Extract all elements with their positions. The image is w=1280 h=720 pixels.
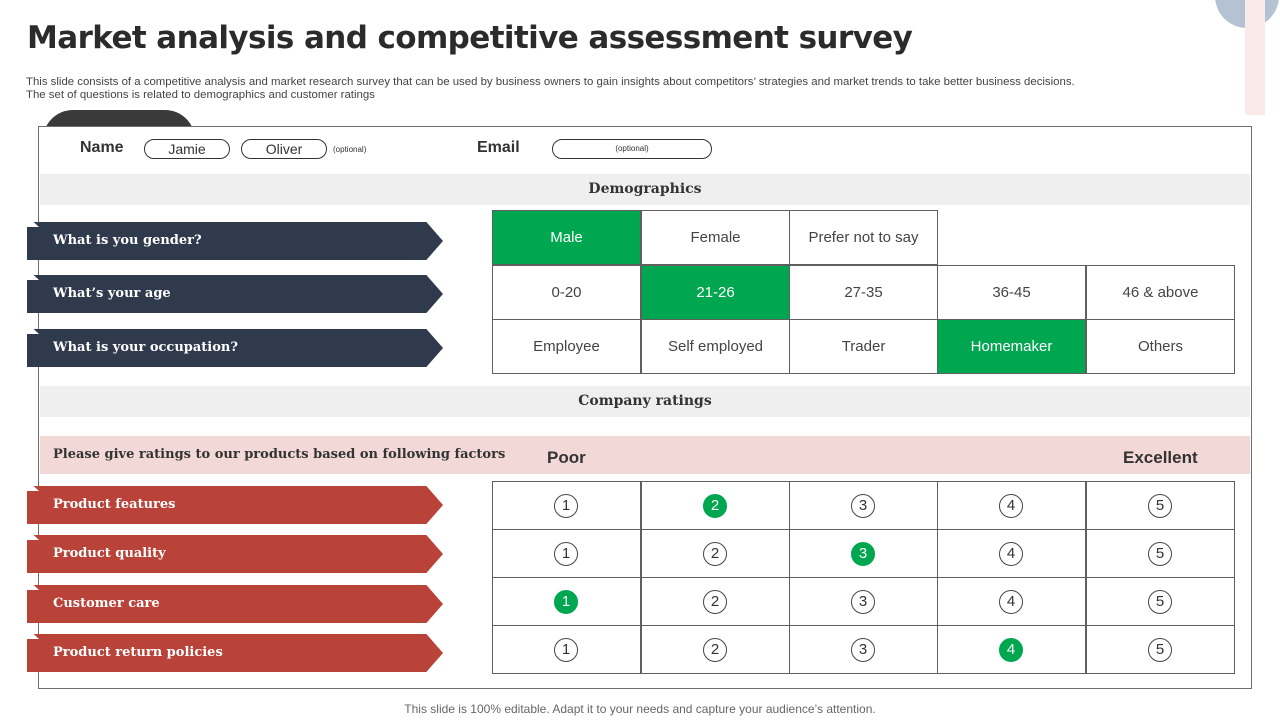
subtitle-line-1: This slide consists of a competitive ana… [26,76,1075,88]
arrow-notch [27,628,39,639]
arrow-notch [27,480,39,491]
rating-cell: 1 [492,529,641,578]
rating-cell: 5 [1086,529,1235,578]
rating-cell: 4 [937,481,1086,530]
scale-label-poor: Poor [547,448,586,467]
rating-cell: 3 [789,625,938,674]
rating-cell: 1 [492,481,641,530]
rating-radio[interactable]: 4 [999,638,1023,662]
rating-cell: 1 [492,577,641,626]
rating-cell: 4 [937,577,1086,626]
email-field[interactable]: (optional) [552,139,712,159]
demographics-heading: Demographics [40,174,1250,205]
option-cell[interactable]: 36-45 [937,265,1086,320]
decorative-bar [1245,0,1265,115]
rating-radio[interactable]: 2 [703,638,727,662]
rating-cell: 2 [641,529,790,578]
rating-radio[interactable]: 2 [703,542,727,566]
rating-factor-4: Product return policies [27,634,443,672]
name-label: Name [80,139,124,156]
rating-radio[interactable]: 3 [851,542,875,566]
arrow-notch [27,579,39,590]
slide-footer: This slide is 100% editable. Adapt it to… [404,702,876,716]
rating-radio[interactable]: 1 [554,638,578,662]
rating-radio[interactable]: 5 [1148,638,1172,662]
rating-factor-1: Product features [27,486,443,524]
rating-radio[interactable]: 3 [851,638,875,662]
rating-factor-3: Customer care [27,585,443,623]
company-ratings-heading: Company ratings [40,386,1250,417]
rating-cell: 1 [492,625,641,674]
rating-radio[interactable]: 3 [851,590,875,614]
option-cell[interactable]: Prefer not to say [789,210,938,265]
ratings-prompt-band [40,436,1250,474]
rating-radio[interactable]: 5 [1148,542,1172,566]
option-cell[interactable]: Homemaker [937,319,1086,374]
option-cell[interactable]: Others [1086,319,1235,374]
rating-cell: 5 [1086,625,1235,674]
option-cell[interactable]: 21-26 [641,265,790,320]
rating-cell: 4 [937,529,1086,578]
option-cell[interactable]: 27-35 [789,265,938,320]
rating-radio[interactable]: 1 [554,494,578,518]
option-cell[interactable]: Trader [789,319,938,374]
rating-radio[interactable]: 1 [554,590,578,614]
rating-cell: 4 [937,625,1086,674]
rating-radio[interactable]: 3 [851,494,875,518]
slide-title: Market analysis and competitive assessme… [27,20,913,56]
option-cell[interactable]: Self employed [641,319,790,374]
rating-radio[interactable]: 5 [1148,590,1172,614]
rating-radio[interactable]: 1 [554,542,578,566]
arrow-notch [27,269,39,280]
arrow-notch [27,323,39,334]
rating-cell: 3 [789,481,938,530]
first-name-field[interactable]: Jamie [144,139,230,159]
question-2: What’s your age [27,275,443,313]
option-cell[interactable]: Male [492,210,641,265]
rating-cell: 2 [641,481,790,530]
rating-radio[interactable]: 4 [999,590,1023,614]
arrow-notch [27,529,39,540]
subtitle-line-2: The set of questions is related to demog… [26,89,375,101]
scale-label-excellent: Excellent [1123,448,1198,467]
option-cell[interactable]: 46 & above [1086,265,1235,320]
option-cell[interactable]: 0-20 [492,265,641,320]
rating-factor-2: Product quality [27,535,443,573]
rating-cell: 2 [641,577,790,626]
slide-subtitle: This slide consists of a competitive ana… [26,76,1186,102]
arrow-notch [27,216,39,227]
question-1: What is you gender? [27,222,443,260]
ratings-prompt: Please give ratings to our products base… [53,447,506,462]
rating-radio[interactable]: 5 [1148,494,1172,518]
rating-radio[interactable]: 2 [703,494,727,518]
rating-radio[interactable]: 4 [999,542,1023,566]
email-label: Email [477,139,520,156]
last-name-field[interactable]: Oliver [241,139,327,159]
rating-radio[interactable]: 2 [703,590,727,614]
option-cell[interactable]: Female [641,210,790,265]
question-3: What is your occupation? [27,329,443,367]
rating-cell: 2 [641,625,790,674]
rating-cell: 3 [789,529,938,578]
name-optional-note: (optional) [333,145,367,154]
rating-cell: 5 [1086,577,1235,626]
option-cell[interactable]: Employee [492,319,641,374]
rating-cell: 3 [789,577,938,626]
rating-cell: 5 [1086,481,1235,530]
rating-radio[interactable]: 4 [999,494,1023,518]
